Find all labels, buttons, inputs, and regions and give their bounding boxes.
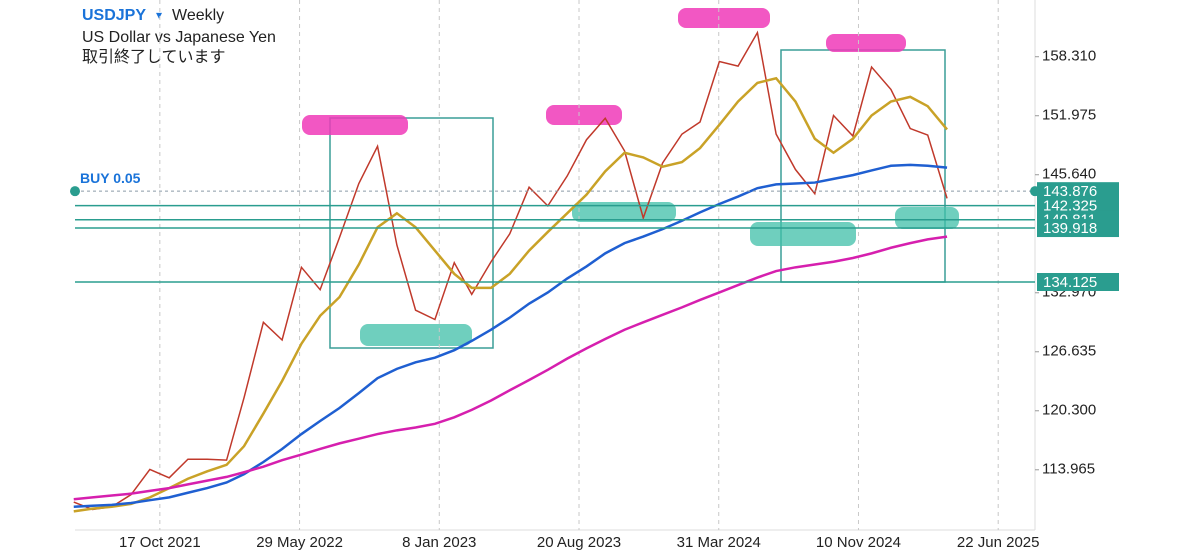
box	[329, 117, 494, 349]
y-tick-label: 113.965	[1042, 461, 1095, 478]
order-handle[interactable]	[70, 186, 80, 197]
order-label: BUY 0.05	[80, 170, 141, 186]
symbol[interactable]: USDJPY	[82, 7, 146, 24]
price-tag-label: 134.125	[1043, 274, 1097, 291]
price-tag	[1037, 182, 1119, 201]
price-tag-label: 142.325	[1043, 198, 1097, 215]
subtitle: US Dollar vs Japanese Yen	[82, 29, 276, 46]
price-tag	[1037, 219, 1119, 238]
series-line	[73, 235, 948, 501]
order-handle[interactable]	[1030, 186, 1040, 197]
status: 取引終了しています	[82, 48, 226, 66]
price-tag	[1037, 196, 1119, 215]
highlight	[302, 115, 408, 135]
x-tick-label: 29 May 2022	[256, 534, 343, 551]
y-tick-label: 151.975	[1042, 107, 1096, 124]
y-tick-label: 126.635	[1042, 343, 1096, 360]
x-tick-label: 22 Jun 2025	[957, 534, 1040, 551]
price-tag-label: 139.918	[1043, 220, 1097, 237]
x-tick-label: 8 Jan 2023	[402, 534, 476, 551]
highlight	[826, 34, 906, 52]
highlight	[572, 202, 676, 222]
highlight	[750, 222, 856, 246]
y-tick-label: 145.640	[1042, 166, 1096, 183]
highlight	[895, 207, 959, 229]
series-line	[73, 30, 948, 511]
menu-marker[interactable]: ▾	[156, 8, 162, 22]
price-tag-label: 143.876	[1043, 183, 1097, 200]
highlight	[360, 324, 472, 346]
x-tick-label: 31 Mar 2024	[677, 534, 761, 551]
highlight	[546, 105, 622, 125]
x-tick-label: 17 Oct 2021	[119, 534, 201, 551]
price-tag	[1037, 272, 1119, 291]
x-tick-label: 10 Nov 2024	[816, 534, 901, 551]
y-tick-label: 120.300	[1042, 402, 1096, 419]
timeframe[interactable]: Weekly	[172, 7, 224, 24]
x-tick-label: 20 Aug 2023	[537, 534, 621, 551]
series-line	[73, 76, 949, 513]
annotations	[302, 8, 959, 349]
series-line	[73, 163, 948, 508]
highlight	[678, 8, 770, 28]
y-tick-label: 158.310	[1042, 48, 1096, 65]
